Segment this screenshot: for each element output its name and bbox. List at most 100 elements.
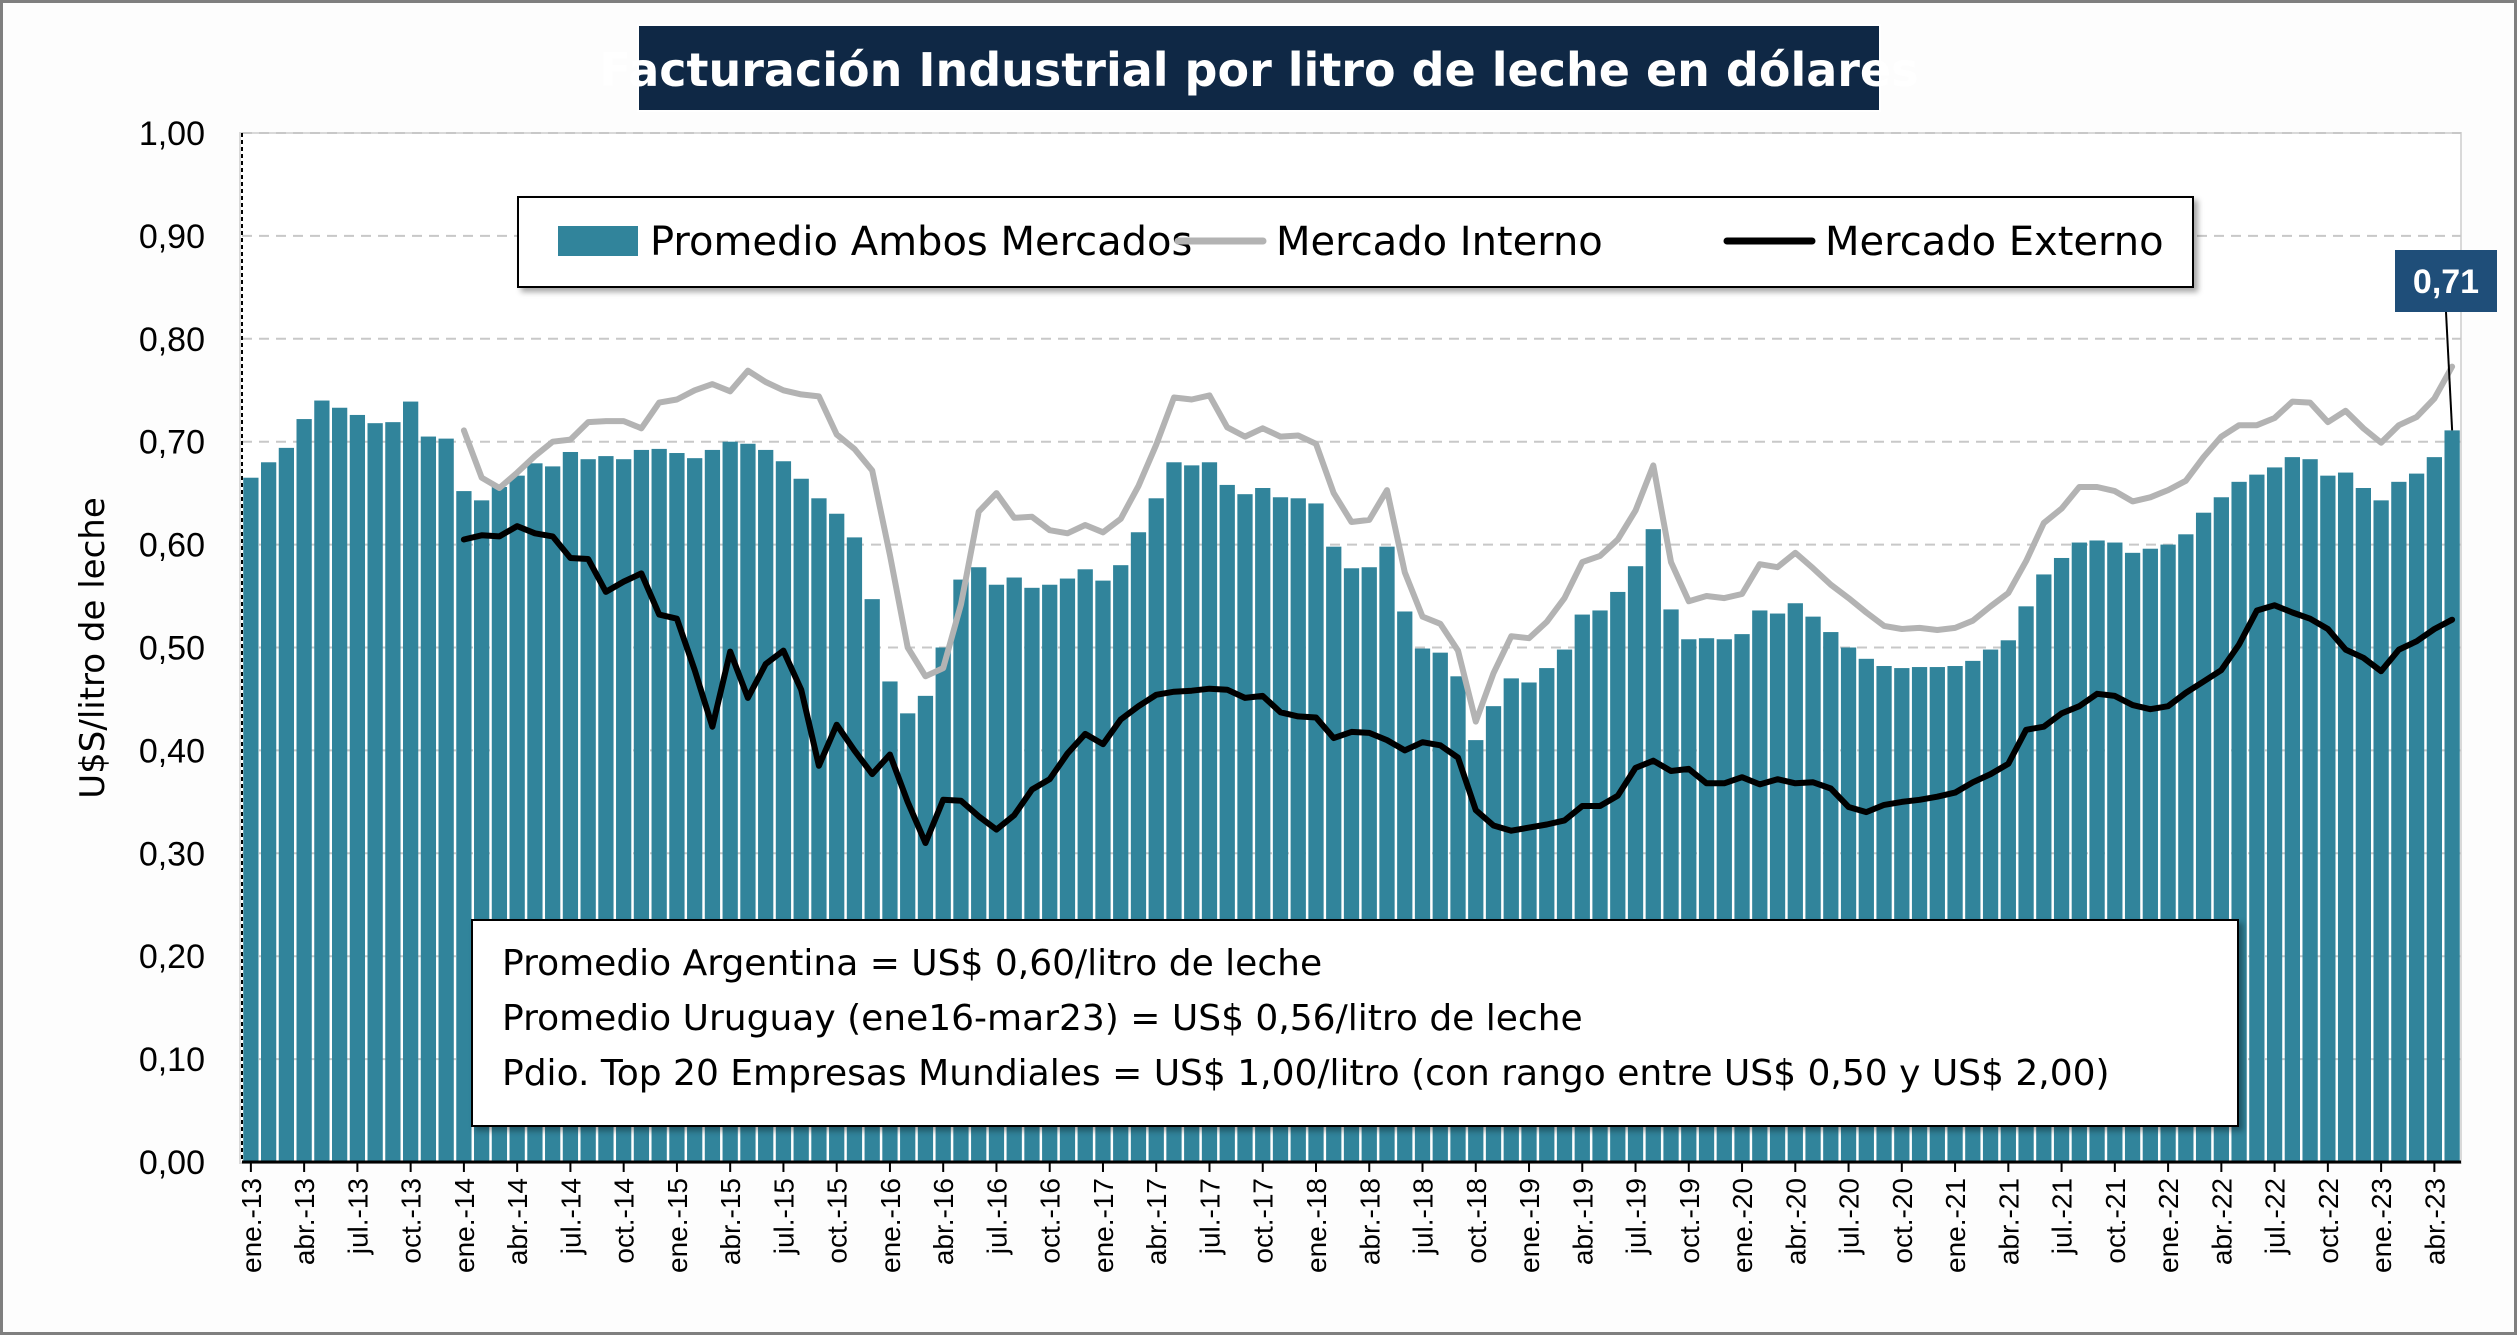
x-tick-label: ene.-17: [1088, 1178, 1119, 1273]
x-tick-label: oct.-15: [822, 1178, 853, 1264]
y-tick-label: 0,10: [139, 1041, 205, 1079]
bar: [2320, 475, 2336, 1163]
callout-box: [2395, 250, 2497, 312]
x-tick-label: abr.-15: [715, 1178, 746, 1265]
bar: [385, 422, 401, 1162]
bar: [2444, 430, 2460, 1163]
y-tick-label: 0,90: [139, 218, 205, 256]
bar: [278, 447, 295, 1162]
bar: [2284, 457, 2300, 1162]
y-tick-label: 0,70: [139, 424, 205, 462]
y-tick-label: 0,60: [139, 527, 205, 565]
x-tick-label: oct.-14: [609, 1178, 640, 1264]
x-tick-label: abr.-22: [2206, 1178, 2237, 1265]
bar: [456, 491, 472, 1162]
x-tick-label: jul.-14: [555, 1178, 586, 1255]
x-tick-label: jul.-18: [1408, 1178, 1439, 1255]
series-line-mercado-externo: [460, 523, 2456, 846]
note-line: Promedio Uruguay (ene16-mar23) = US$ 0,5…: [502, 998, 1583, 1039]
x-axis-ticks: ene.-13 abr.-13 jul.-13 oct.-13 ene.-14 abr.-…: [236, 1162, 2450, 1273]
x-tick-label: ene.-13: [236, 1178, 267, 1273]
legend: Promedio Ambos Mercados Mercado Interno Me…: [517, 196, 2194, 288]
x-tick-label: ene.-22: [2153, 1178, 2184, 1273]
bar: [438, 438, 454, 1162]
bar: [2266, 467, 2283, 1162]
x-tick-label: jul.-16: [981, 1178, 1012, 1255]
x-tick-label: abr.-13: [289, 1178, 320, 1265]
x-tick-label: abr.-23: [2419, 1178, 2450, 1265]
y-tick-label: 1,00: [139, 115, 205, 153]
bar: [2408, 473, 2425, 1162]
line-series: [460, 363, 2456, 846]
x-tick-label: jul.-13: [342, 1178, 373, 1255]
y-tick-label: 0,20: [139, 938, 205, 976]
x-tick-label: ene.-20: [1727, 1178, 1758, 1273]
x-tick-label: abr.-18: [1354, 1178, 1385, 1265]
y-tick-label: 0,00: [139, 1144, 205, 1182]
x-tick-label: jul.-15: [768, 1178, 799, 1255]
bar: [314, 400, 330, 1162]
bar: [2355, 488, 2371, 1162]
y-tick-label: 0,80: [139, 321, 205, 359]
x-tick-label: ene.-14: [449, 1178, 480, 1273]
legend-box: [517, 196, 2194, 288]
legend-label: Mercado Interno: [1276, 219, 1603, 265]
bar: [2302, 459, 2318, 1162]
x-tick-label: ene.-19: [1514, 1178, 1545, 1273]
x-tick-label: oct.-22: [2313, 1178, 2344, 1264]
bar: [420, 436, 437, 1162]
y-tick-label: 0,40: [139, 732, 205, 770]
x-tick-label: jul.-22: [2260, 1178, 2291, 1255]
x-tick-label: ene.-16: [875, 1178, 906, 1273]
bar: [349, 414, 366, 1162]
y-tick-label: 0,30: [139, 835, 205, 873]
x-tick-label: abr.-17: [1141, 1178, 1172, 1265]
axes: [241, 133, 2461, 1164]
last-value-callout: 0,71: [2395, 250, 2497, 431]
x-tick-label: oct.-17: [1248, 1178, 1279, 1264]
x-tick-label: ene.-18: [1301, 1178, 1332, 1273]
y-axis-ticks: 0,00 0,10 0,20 0,30 0,40 0,50 0,60 0,70 0,80 0,90…: [139, 115, 205, 1182]
legend-swatch-bar: [558, 226, 638, 256]
y-axis-label: U$S/litro de leche: [73, 497, 113, 798]
notes-box-background: [471, 919, 2239, 1127]
x-tick-label: abr.-20: [1780, 1178, 1811, 1265]
x-tick-label: ene.-15: [662, 1178, 693, 1273]
x-tick-label: abr.-19: [1567, 1178, 1598, 1265]
x-tick-label: oct.-18: [1461, 1178, 1492, 1264]
legend-label: Promedio Ambos Mercados: [650, 219, 1192, 265]
bar: [2426, 457, 2443, 1162]
x-tick-label: jul.-19: [1621, 1178, 1652, 1255]
x-tick-label: ene.-23: [2366, 1178, 2397, 1273]
x-tick-label: abr.-16: [928, 1178, 959, 1265]
callout-leader-line: [2445, 311, 2454, 431]
callout-value: 0,71: [2413, 263, 2479, 301]
x-tick-label: jul.-21: [2047, 1178, 2078, 1255]
bar: [367, 423, 383, 1163]
bar: [260, 462, 277, 1162]
notes-box: Promedio Argentina = US$ 0,60/litro de l…: [471, 919, 2239, 1127]
bar: [403, 401, 419, 1163]
bar: [332, 407, 348, 1162]
x-tick-label: oct.-21: [2100, 1178, 2131, 1264]
x-tick-label: abr.-21: [1993, 1178, 2024, 1265]
note-line: Pdio. Top 20 Empresas Mundiales = US$ 1,…: [502, 1053, 2110, 1094]
x-tick-label: oct.-13: [396, 1178, 427, 1264]
y-tick-label: 0,50: [139, 630, 205, 668]
bar: [243, 477, 259, 1163]
chart-title: Facturación Industrial por litro de lech…: [599, 24, 1919, 112]
x-tick-label: oct.-16: [1035, 1178, 1066, 1264]
x-tick-label: jul.-17: [1194, 1178, 1225, 1255]
bar: [296, 419, 312, 1162]
x-tick-label: jul.-20: [1834, 1178, 1865, 1255]
chart-title-text: Facturación Industrial por litro de lech…: [599, 43, 1918, 97]
x-tick-label: oct.-19: [1674, 1178, 1705, 1264]
bar: [2337, 472, 2354, 1162]
x-tick-label: ene.-21: [1940, 1178, 1971, 1273]
bar: [2373, 500, 2389, 1162]
series-line-mercado-interno: [460, 363, 2456, 725]
x-tick-label: abr.-14: [502, 1178, 533, 1265]
bar: [2391, 481, 2407, 1162]
note-line: Promedio Argentina = US$ 0,60/litro de l…: [502, 943, 1322, 984]
